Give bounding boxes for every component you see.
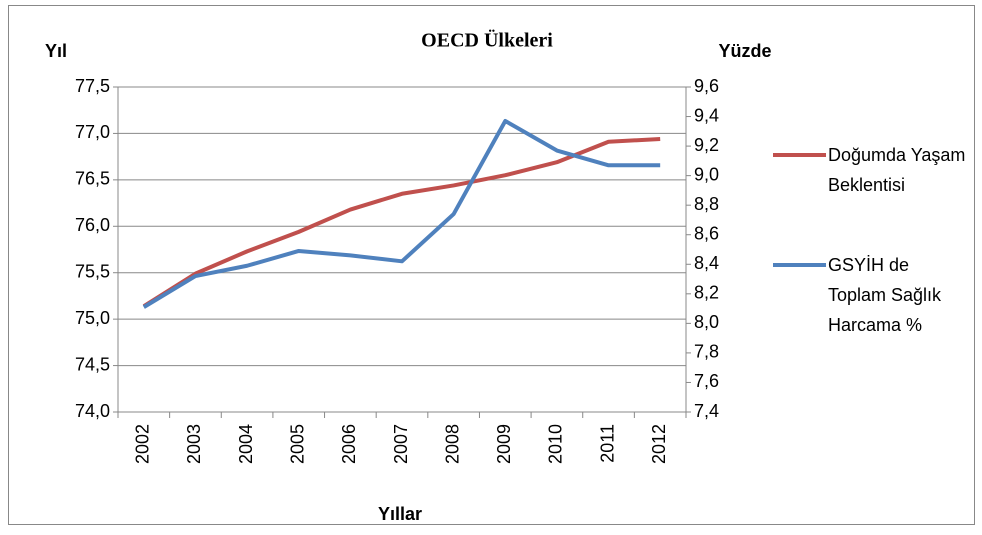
x-tick-label: 2007 <box>391 424 411 464</box>
y2-tick-label: 8,8 <box>694 194 719 214</box>
y-tick-label: 75,0 <box>75 308 110 328</box>
x-tick-label: 2011 <box>597 424 617 463</box>
x-tick-label: 2012 <box>649 424 669 464</box>
x-tick-label: 2008 <box>442 424 462 464</box>
series-line <box>142 118 661 309</box>
y2-tick-label: 9,2 <box>694 135 719 155</box>
x-tick-label: 2004 <box>236 424 256 464</box>
y2-tick-label: 8,2 <box>694 283 719 303</box>
y-tick-label: 77,5 <box>75 76 110 96</box>
x-tick-label: 2003 <box>184 424 204 464</box>
chart-title: OECD Ülkeleri <box>421 29 553 52</box>
y-tick-label: 76,0 <box>75 215 110 235</box>
legend-label: Doğumda Yaşam Beklentisi <box>828 145 966 195</box>
y2-tick-label: 7,4 <box>694 401 719 421</box>
x-axis-label: Yıllar <box>378 504 422 524</box>
y2-tick-label: 9,6 <box>694 76 719 96</box>
x-tick-label: 2009 <box>494 424 514 464</box>
y-tick-label: 77,0 <box>75 122 110 142</box>
x-tick-label: 2006 <box>339 424 359 464</box>
y2-tick-label: 7,8 <box>694 342 719 362</box>
x-tick-label: 2002 <box>133 424 153 464</box>
x-tick-label: 2010 <box>546 424 566 464</box>
y2-axis-label: Yüzde <box>718 41 771 61</box>
y2-tick-label: 8,0 <box>694 312 719 332</box>
y-axis-label: Yıl <box>45 41 67 61</box>
y2-tick-label: 8,4 <box>694 253 719 273</box>
legend-label: GSYİH de Toplam Sağlık Harcama % <box>828 255 942 335</box>
x-tick-label: 2005 <box>287 424 307 464</box>
y2-tick-label: 9,4 <box>694 105 719 125</box>
y2-tick-label: 8,6 <box>694 223 719 243</box>
y-tick-label: 76,5 <box>75 169 110 189</box>
y-tick-label: 74,0 <box>75 401 110 421</box>
y2-tick-label: 7,6 <box>694 371 719 391</box>
y-tick-label: 75,5 <box>75 261 110 281</box>
y2-tick-label: 9,0 <box>694 164 719 184</box>
y-tick-label: 74,5 <box>75 354 110 374</box>
